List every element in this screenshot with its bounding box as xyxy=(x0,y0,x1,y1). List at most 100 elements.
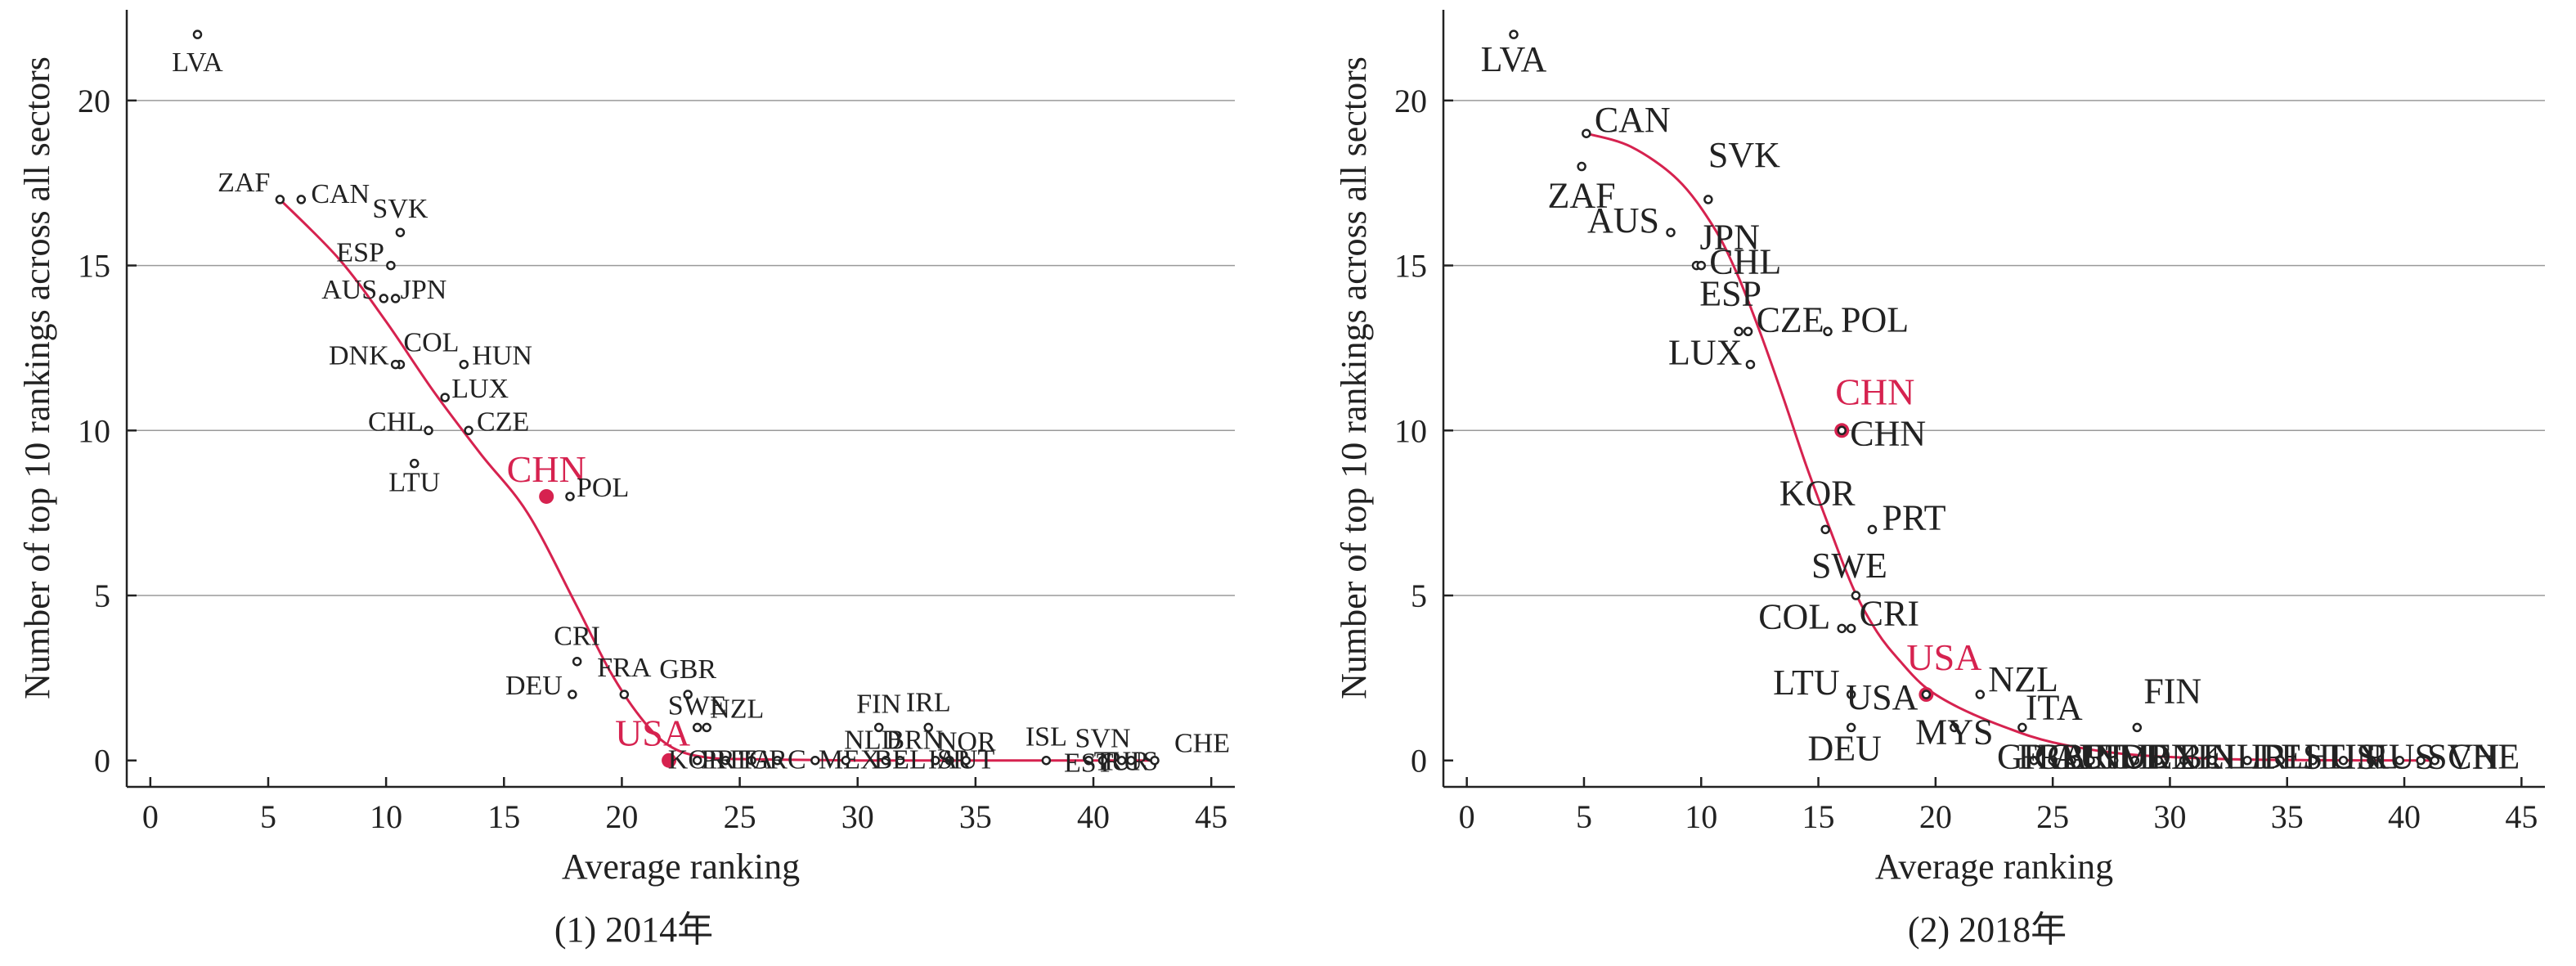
x-tick-label: 20 xyxy=(605,798,638,835)
point-label-nld: NLD xyxy=(2210,737,2284,777)
x-tick-label: 15 xyxy=(1802,798,1835,835)
point-label-chn: CHN xyxy=(507,448,586,490)
point-swe xyxy=(1851,591,1861,600)
x-tick-label: 25 xyxy=(724,798,756,835)
point-label-est: EST xyxy=(2281,737,2345,777)
point-label-can: CAN xyxy=(1595,100,1671,140)
point-brn xyxy=(881,755,891,766)
point-zaf xyxy=(1577,161,1586,172)
point-rus xyxy=(2394,755,2405,766)
y-tick-label: 0 xyxy=(94,743,110,780)
point-label-tur: TUR xyxy=(1094,747,1150,777)
point-aus xyxy=(379,294,388,303)
point-label-gbr: GBR xyxy=(659,654,716,685)
point-label-aut: AUT xyxy=(937,745,994,775)
y-axis-label: Number of top 10 rankings across all sec… xyxy=(17,56,57,699)
point-cri xyxy=(572,656,582,667)
y-tick-label: 0 xyxy=(1411,743,1427,780)
y-tick-label: 10 xyxy=(1394,412,1427,449)
point-label-jpn: JPN xyxy=(401,275,447,305)
point-mys xyxy=(1950,722,1959,733)
point-jpn xyxy=(390,294,401,303)
point-label-lva: LVA xyxy=(172,47,223,78)
y-tick-label: 5 xyxy=(94,577,110,614)
point-label-svn: SVN xyxy=(1075,724,1131,754)
point-est xyxy=(2308,755,2318,766)
point-bel xyxy=(2207,755,2217,766)
point-chn xyxy=(1837,425,1847,436)
point-label-swe: SWE xyxy=(668,690,727,721)
point-label-pol: POL xyxy=(577,473,629,503)
point-chl xyxy=(1696,260,1707,271)
point-label-chl: CHL xyxy=(1709,242,1781,282)
point-svk xyxy=(1703,195,1713,204)
point-che xyxy=(2430,755,2440,766)
point-rus xyxy=(1126,755,1136,766)
x-tick-label: 40 xyxy=(2388,798,2421,835)
x-tick-label: 0 xyxy=(1459,798,1475,835)
point-tur xyxy=(1116,755,1127,766)
point-nor xyxy=(931,755,940,766)
point-ita xyxy=(747,755,756,766)
point-label-rus: RUS xyxy=(1104,747,1158,777)
point-chl xyxy=(424,425,433,436)
point-svk xyxy=(395,227,406,237)
x-axis-label: Average ranking xyxy=(562,847,800,887)
point-aus xyxy=(1666,227,1676,237)
point-label-esp: ESP xyxy=(1699,273,1761,313)
y-axis-label: Number of top 10 rankings across all sec… xyxy=(1334,56,1374,699)
point-est xyxy=(1084,755,1094,766)
y-tick-label: 5 xyxy=(1411,577,1427,614)
point-isl xyxy=(2367,755,2376,766)
point-label-irl: IRL xyxy=(906,687,951,717)
point-label-cri: CRI xyxy=(554,622,600,652)
point-lva xyxy=(192,29,203,39)
point-label-fra: FRA xyxy=(2017,737,2088,777)
point-label-nld: NLD xyxy=(844,726,901,756)
point-cze xyxy=(464,425,473,436)
point-gbr xyxy=(2067,755,2076,766)
point-mex xyxy=(2153,755,2163,766)
point-label-brn: BRN xyxy=(886,726,943,756)
point-dnk xyxy=(390,359,401,370)
point-deu xyxy=(1846,722,1856,733)
point-ita xyxy=(2017,722,2027,733)
point-irl xyxy=(923,722,933,733)
point-label-isl: ISL xyxy=(2345,737,2399,777)
point-label-zaf: ZAF xyxy=(1548,176,1616,216)
point-mex xyxy=(810,755,820,766)
point-gbr xyxy=(683,690,693,699)
point-nld xyxy=(841,755,851,766)
point-label-deu: DEU xyxy=(505,671,563,701)
panel-2014: 0 5 10 15 20 0 5 10 15 20 25 30 35 40 45 Average rankin… xyxy=(17,10,1235,887)
point-isl xyxy=(1041,755,1052,766)
point-svn xyxy=(1097,755,1108,766)
point-label-dnk: DNK xyxy=(329,341,389,371)
point-label-mys: MYS xyxy=(1915,712,1993,752)
x-tick-label: 10 xyxy=(370,798,402,835)
point-swe xyxy=(692,722,702,733)
point-label-esp: ESP xyxy=(336,238,384,268)
x-tick-label: 0 xyxy=(142,798,159,835)
x-tick-label: 10 xyxy=(1685,798,1717,835)
point-label-grc: GRC xyxy=(1997,737,2071,777)
x-tick-label: 35 xyxy=(2271,798,2304,835)
point-fra xyxy=(619,690,630,699)
point-label-chl: CHL xyxy=(368,407,424,437)
point-grc xyxy=(2029,755,2039,766)
point-lux xyxy=(440,393,450,402)
point-label-nzl: NZL xyxy=(710,694,764,724)
point-label-cze: CZE xyxy=(1757,299,1824,339)
point-label-svk: SVK xyxy=(372,194,428,224)
point-can xyxy=(296,195,307,204)
x-tick-label: 20 xyxy=(1919,798,1952,835)
point-label-aus: AUS xyxy=(1587,200,1659,240)
point-pol xyxy=(1823,326,1833,337)
fit-line xyxy=(279,198,1155,762)
point-label-usa: USA xyxy=(615,712,690,754)
x-tick-label: 15 xyxy=(487,798,520,835)
point-pol xyxy=(565,492,575,501)
point-aut xyxy=(2085,755,2095,766)
point-label-irl: IRL xyxy=(2251,737,2309,777)
